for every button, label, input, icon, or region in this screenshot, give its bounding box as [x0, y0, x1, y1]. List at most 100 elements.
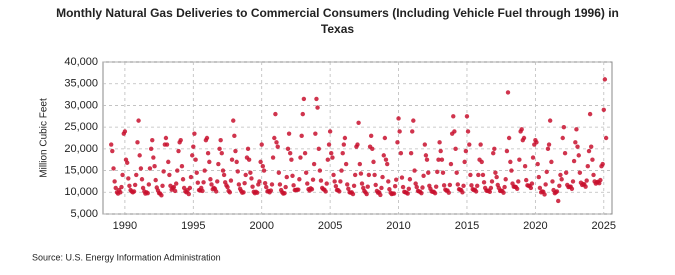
data-point	[188, 174, 194, 180]
data-point	[179, 164, 185, 169]
data-point	[502, 184, 507, 190]
data-point	[478, 142, 483, 147]
data-point	[467, 142, 472, 147]
data-point	[469, 183, 474, 188]
data-point	[225, 184, 230, 190]
data-point	[205, 151, 211, 156]
data-point	[231, 118, 236, 123]
x-tick-label: 2015	[455, 220, 479, 232]
y-axis-label: Million Cubic Feet	[39, 98, 50, 178]
data-point	[208, 177, 213, 182]
data-point	[519, 127, 524, 132]
data-point	[506, 135, 512, 141]
data-point	[112, 179, 117, 184]
data-point	[398, 151, 404, 156]
data-point	[269, 182, 275, 187]
data-point	[505, 90, 511, 95]
data-point	[229, 157, 235, 162]
data-point	[286, 131, 292, 136]
data-point	[270, 155, 276, 160]
data-point	[241, 190, 246, 195]
data-point	[536, 174, 541, 180]
data-point	[437, 140, 442, 145]
data-point	[508, 159, 513, 165]
data-point	[147, 166, 153, 171]
data-point	[113, 185, 118, 191]
data-point	[178, 137, 183, 143]
data-point	[438, 148, 443, 154]
data-point	[447, 182, 453, 188]
data-point	[436, 157, 441, 162]
data-point	[461, 183, 466, 188]
data-point	[455, 182, 460, 187]
data-point	[584, 178, 589, 183]
data-point	[110, 148, 115, 154]
data-point	[373, 182, 378, 188]
data-point	[122, 129, 128, 134]
data-point	[318, 178, 324, 183]
data-point	[275, 144, 280, 149]
data-point	[284, 174, 289, 180]
data-point	[400, 184, 406, 190]
data-point	[192, 131, 197, 136]
data-point	[350, 191, 356, 197]
data-point	[300, 111, 305, 117]
data-point	[487, 189, 493, 195]
data-point	[152, 164, 157, 169]
data-point	[391, 191, 397, 196]
data-point	[245, 146, 251, 152]
data-point	[186, 191, 191, 197]
data-point	[218, 137, 223, 143]
data-point	[181, 185, 187, 191]
data-point	[345, 182, 350, 187]
data-point	[221, 172, 227, 178]
data-point	[340, 151, 345, 156]
chart-title: Monthly Natural Gas Deliveries to Commer…	[56, 6, 619, 36]
data-point	[301, 96, 307, 102]
x-tick-label: 2005	[318, 220, 342, 232]
data-point	[298, 155, 303, 160]
data-point	[412, 168, 417, 173]
data-point	[365, 184, 370, 189]
y-tick-label: 30,000	[64, 99, 98, 111]
data-point	[285, 146, 291, 152]
data-point	[262, 180, 268, 186]
data-point	[481, 180, 487, 185]
data-point	[313, 131, 318, 136]
data-point	[139, 177, 145, 182]
data-point	[351, 183, 357, 188]
data-point	[364, 191, 369, 197]
data-point	[291, 183, 296, 188]
data-point	[397, 129, 402, 134]
data-point	[492, 146, 497, 152]
y-tick-label: 5,000	[70, 208, 98, 220]
data-point	[274, 140, 279, 145]
data-point	[530, 155, 536, 160]
data-point	[563, 170, 569, 175]
data-point	[326, 142, 332, 147]
data-point	[259, 142, 264, 147]
data-point	[111, 166, 116, 171]
data-point	[590, 157, 595, 162]
data-point	[452, 129, 457, 134]
data-point	[234, 159, 239, 165]
data-point	[282, 190, 287, 196]
data-point	[120, 172, 125, 178]
data-point	[413, 181, 418, 186]
data-point	[454, 170, 459, 175]
data-point	[602, 77, 608, 82]
data-point	[501, 190, 506, 195]
data-point	[460, 190, 465, 195]
data-point	[327, 129, 333, 134]
data-point	[422, 142, 428, 147]
data-point	[153, 177, 158, 183]
data-point	[603, 135, 609, 141]
data-point	[440, 170, 446, 175]
x-tick-label: 2000	[249, 220, 273, 232]
data-point	[151, 155, 156, 160]
data-point	[419, 190, 424, 196]
data-point	[195, 180, 201, 185]
data-point	[248, 170, 253, 175]
data-point	[421, 173, 426, 178]
data-point	[150, 137, 155, 143]
